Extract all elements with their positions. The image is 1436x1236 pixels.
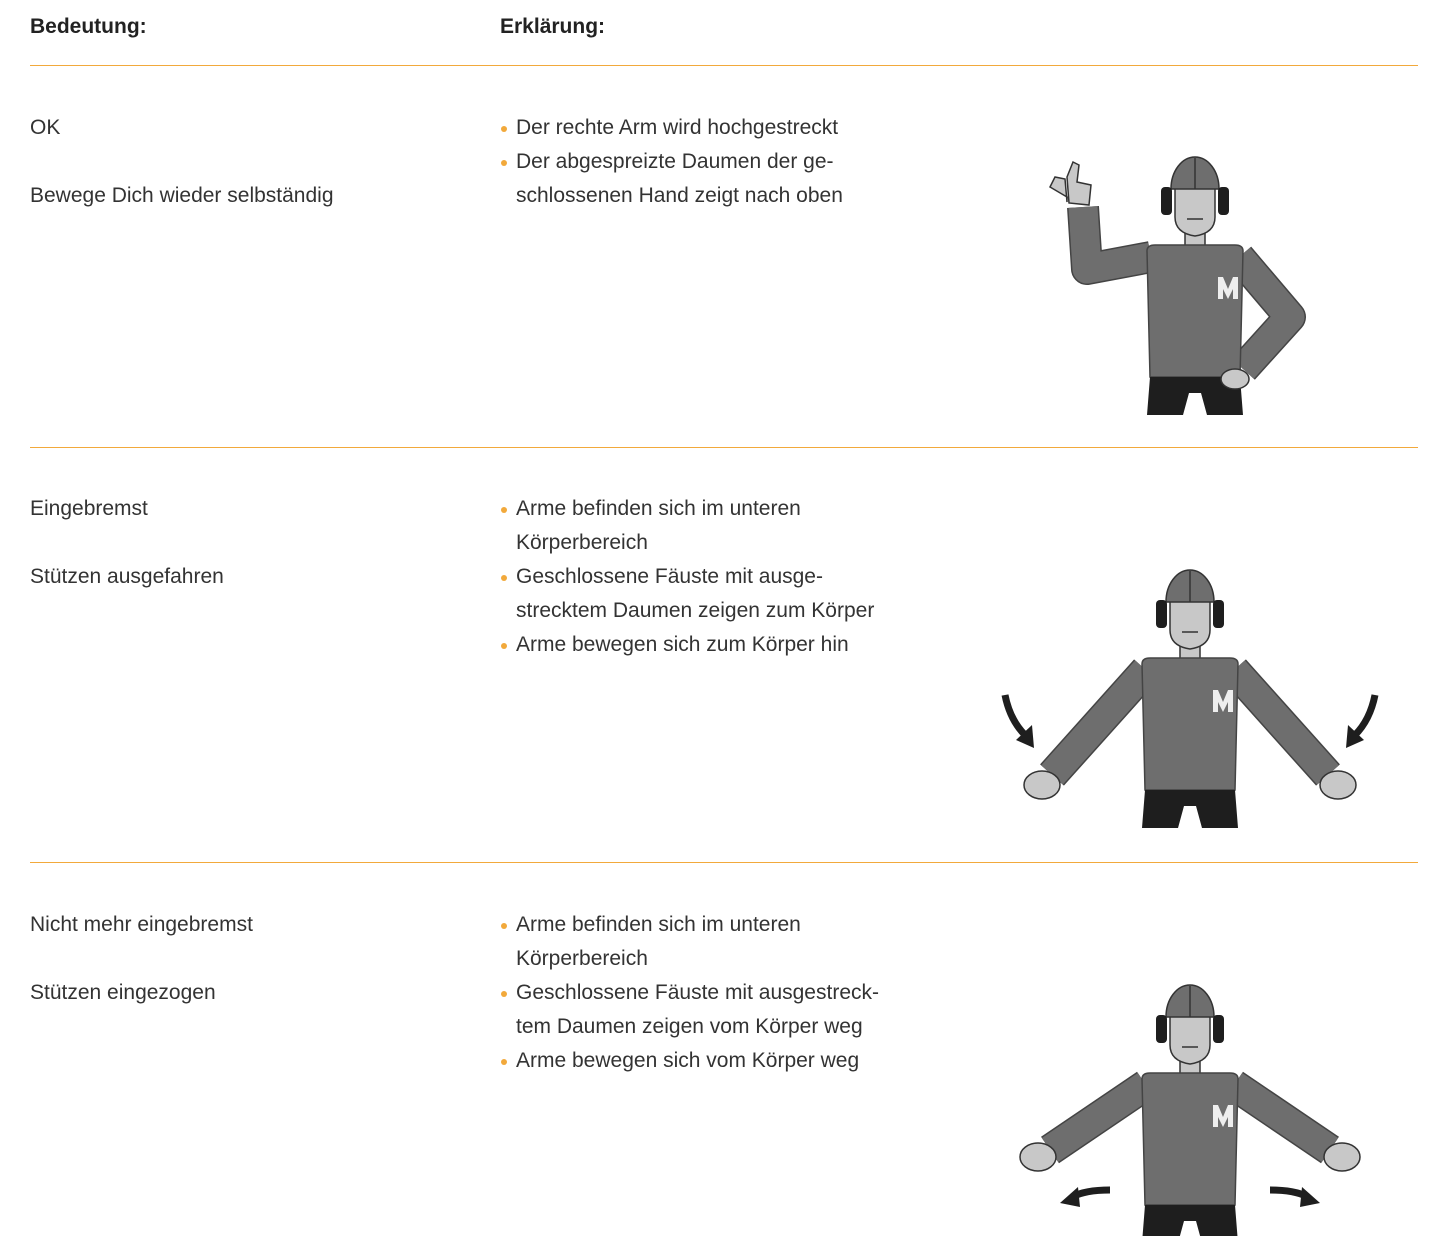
bullet-text: Arme bewegen sich zum Körper hin (516, 633, 849, 656)
bullet-text: schlossenen Hand zeigt nach oben (516, 184, 843, 207)
bullet (501, 126, 507, 132)
bullet-text: Körperbereich (516, 531, 648, 554)
bullet-text: Arme befinden sich im unteren (516, 497, 801, 520)
separator (30, 447, 1418, 448)
bullet-text: Der abgespreizte Daumen der ge- (516, 150, 834, 173)
bullet-text: Arme bewegen sich vom Körper weg (516, 1049, 860, 1072)
meaning: OK (30, 116, 61, 139)
meaning: Eingebremst (30, 497, 148, 520)
bullet-text: Arme befinden sich im unteren (516, 913, 801, 936)
bullet (501, 643, 507, 649)
bullet-text: Geschlossene Fäuste mit ausgestreck- (516, 981, 879, 1004)
bullet-text: tem Daumen zeigen vom Körper weg (516, 1015, 863, 1038)
bullet (501, 1059, 507, 1065)
bullet-text: Der rechte Arm wird hochgestreckt (516, 116, 839, 139)
meaning: Stützen ausgefahren (30, 565, 224, 588)
bullet (501, 991, 507, 997)
bullet-text: Körperbereich (516, 947, 648, 970)
bullet (501, 160, 507, 166)
bullet (501, 507, 507, 513)
header-explanation: Erklärung: (500, 15, 606, 38)
bullet (501, 923, 507, 929)
bullet-text: strecktem Daumen zeigen zum Körper (516, 599, 875, 622)
separator (30, 65, 1418, 66)
header-meaning: Bedeutung: (30, 15, 147, 38)
bullet-text: Geschlossene Fäuste mit ausge- (516, 565, 823, 588)
separator (30, 862, 1418, 863)
meaning: Stützen eingezogen (30, 981, 216, 1004)
meaning: Bewege Dich wieder selbständig (30, 184, 334, 207)
bullet (501, 575, 507, 581)
meaning: Nicht mehr eingebremst (30, 913, 253, 936)
